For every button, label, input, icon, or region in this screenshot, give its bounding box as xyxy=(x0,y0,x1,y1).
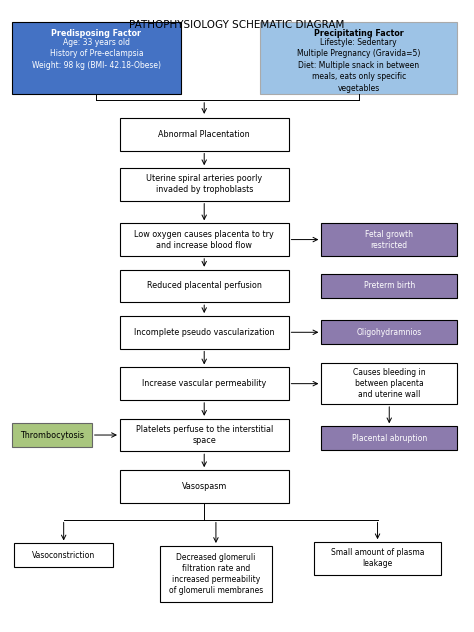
Text: Oligohydramnios: Oligohydramnios xyxy=(356,328,422,337)
FancyBboxPatch shape xyxy=(120,118,289,150)
FancyBboxPatch shape xyxy=(120,419,289,451)
Text: Lifestyle: Sedentary
Multiple Pregnancy (Gravida=5)
Diet: Multiple snack in betw: Lifestyle: Sedentary Multiple Pregnancy … xyxy=(297,38,420,93)
Text: Predisposing Factor: Predisposing Factor xyxy=(52,29,141,38)
Text: Causes bleeding in
between placenta
and uterine wall: Causes bleeding in between placenta and … xyxy=(353,368,426,399)
FancyBboxPatch shape xyxy=(12,423,92,447)
Text: Age: 33 years old
History of Pre-eclampsia
Weight: 98 kg (BMI- 42.18-Obese): Age: 33 years old History of Pre-eclamps… xyxy=(32,38,161,70)
Text: Abnormal Placentation: Abnormal Placentation xyxy=(158,130,250,139)
Text: Incomplete pseudo vascularization: Incomplete pseudo vascularization xyxy=(134,328,274,337)
Text: Preterm birth: Preterm birth xyxy=(364,281,415,291)
FancyBboxPatch shape xyxy=(120,168,289,201)
Text: PATHOPHYSIOLOGY SCHEMATIC DIAGRAM: PATHOPHYSIOLOGY SCHEMATIC DIAGRAM xyxy=(129,20,345,30)
Text: Placental abruption: Placental abruption xyxy=(352,434,427,442)
FancyBboxPatch shape xyxy=(321,223,457,256)
Text: Platelets perfuse to the interstitial
space: Platelets perfuse to the interstitial sp… xyxy=(136,425,273,445)
FancyBboxPatch shape xyxy=(321,363,457,404)
Text: Precipitating Factor: Precipitating Factor xyxy=(314,29,404,38)
FancyBboxPatch shape xyxy=(160,546,272,602)
FancyBboxPatch shape xyxy=(314,542,441,574)
Text: Reduced placental perfusion: Reduced placental perfusion xyxy=(147,281,262,291)
FancyBboxPatch shape xyxy=(120,223,289,256)
FancyBboxPatch shape xyxy=(321,274,457,298)
Text: Uterine spiral arteries poorly
invaded by trophoblasts: Uterine spiral arteries poorly invaded b… xyxy=(146,174,262,195)
Text: Fetal growth
restricted: Fetal growth restricted xyxy=(365,229,413,250)
Text: Decreased glomeruli
filtration rate and
increased permeability
of glomeruli memb: Decreased glomeruli filtration rate and … xyxy=(169,553,263,595)
Text: Vasoconstriction: Vasoconstriction xyxy=(32,551,95,560)
FancyBboxPatch shape xyxy=(120,470,289,502)
FancyBboxPatch shape xyxy=(15,544,113,567)
FancyBboxPatch shape xyxy=(321,426,457,450)
FancyBboxPatch shape xyxy=(260,21,457,94)
FancyBboxPatch shape xyxy=(120,316,289,349)
Text: Increase vascular permeability: Increase vascular permeability xyxy=(142,379,266,388)
FancyBboxPatch shape xyxy=(321,320,457,344)
FancyBboxPatch shape xyxy=(12,21,181,94)
FancyBboxPatch shape xyxy=(120,367,289,400)
Text: Thrombocytosis: Thrombocytosis xyxy=(20,430,84,439)
Text: Small amount of plasma
leakage: Small amount of plasma leakage xyxy=(331,549,424,569)
Text: Low oxygen causes placenta to try
and increase blood flow: Low oxygen causes placenta to try and in… xyxy=(134,229,274,250)
Text: Vasospasm: Vasospasm xyxy=(182,482,227,491)
FancyBboxPatch shape xyxy=(120,270,289,302)
